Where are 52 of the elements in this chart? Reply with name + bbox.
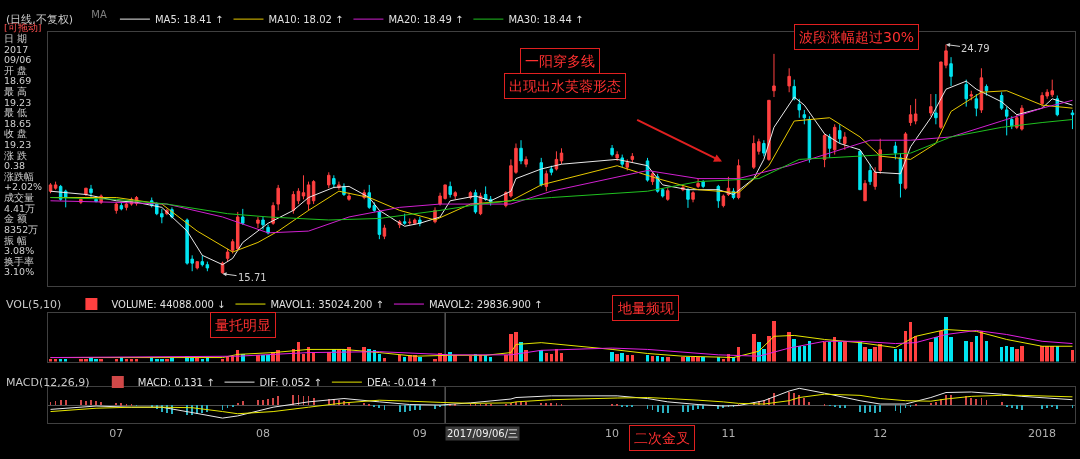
text: 8352万 [4,224,39,235]
text: 金 额 [4,213,28,224]
text: 日 期 [4,33,28,44]
text: 19.23 [4,139,32,150]
legend-label: MA30: 18.44 ↑ [508,14,584,26]
text: 18.69 [4,75,32,86]
chart-title: MACD(12,26,9) [6,376,90,389]
x-tick-label: 2018 [1028,427,1057,441]
text: 二次金叉 [634,430,690,446]
x-tick-label: 12 [873,427,888,441]
text: 4.41万 [4,203,36,214]
text: 换手率 [4,256,34,267]
x-tick-label: 10 [605,427,620,441]
legend-label: VOLUME: 44088.000 ↓ [111,298,226,310]
text: 涨 跌 [4,150,28,161]
text: 最 高 [4,86,28,97]
legend-title: MA [91,8,107,20]
legend-label: MA5: 18.41 ↑ [154,14,224,26]
text: 19.23 [4,97,32,108]
legend-label: MA20: 18.49 ↑ [388,14,464,26]
legend-label: MAVOL1: 35024.200 ↑ [270,298,384,310]
text: 2017 [4,44,29,55]
x-tick-label: 09 [412,427,427,441]
text: 成交量 [4,192,34,203]
text: 开 盘 [4,65,28,76]
text: 18.65 [4,118,32,129]
text: 收 盘 [4,128,28,139]
text: 3.10% [4,266,35,277]
annotation: 15.71 [238,272,267,283]
text: +2.02% [4,181,43,192]
legend-label: MA10: 18.02 ↑ [268,14,344,26]
text: 地量频现 [617,300,674,316]
text: 振 幅 [4,235,28,246]
annotation: 出现出水芙蓉形态 [509,78,621,94]
text: 涨跌幅 [4,171,34,182]
x-tick-label: 11 [721,427,736,441]
legend-label: DEA: -0.014 ↑ [366,377,438,389]
annotation: 24.79 [961,43,990,54]
annotation: 一阳穿多线 [525,53,595,69]
annotation: 波段涨幅超过30% [799,29,915,45]
annotation: 量托明显 [215,317,271,333]
text: 3.08% [4,245,35,256]
legend-label: DIF: 0.052 ↑ [259,377,322,389]
x-tick-label: 07 [109,427,124,441]
legend-label: MACD: 0.131 ↑ [137,377,215,389]
chart-title: VOL(5,10) [6,298,62,311]
x-tick-label: 08 [256,427,271,441]
legend-label: MAVOL2: 29836.900 ↑ [428,298,543,310]
text: 最 低 [4,107,28,118]
text: 09/06 [4,54,32,65]
text: 0.38 [4,160,26,171]
ref-line-label: 2017/09/06/三 [447,428,519,439]
